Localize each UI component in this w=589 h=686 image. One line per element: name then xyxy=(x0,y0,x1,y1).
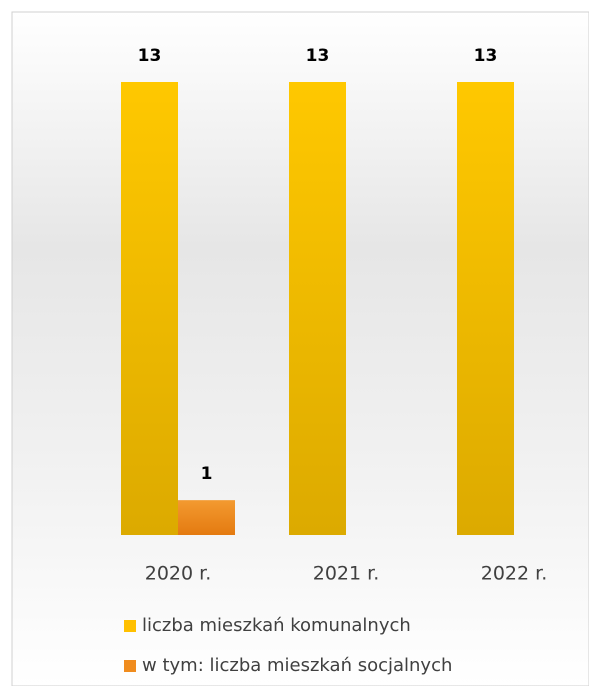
data-label: 13 xyxy=(474,46,498,66)
legend-swatch xyxy=(124,660,136,672)
bar xyxy=(289,82,346,535)
bar xyxy=(178,500,235,535)
x-tick-label: 2020 r. xyxy=(145,563,212,585)
data-label: 13 xyxy=(138,46,162,66)
data-label: 1 xyxy=(201,464,213,484)
bar xyxy=(121,82,178,535)
data-label: 13 xyxy=(306,46,330,66)
legend-label: liczba mieszkań komunalnych xyxy=(142,615,411,636)
legend-swatch xyxy=(124,620,136,632)
bar xyxy=(457,82,514,535)
legend-label: w tym: liczba mieszkań socjalnych xyxy=(142,655,452,676)
x-tick-label: 2022 r. xyxy=(481,563,548,585)
x-tick-label: 2021 r. xyxy=(313,563,380,585)
